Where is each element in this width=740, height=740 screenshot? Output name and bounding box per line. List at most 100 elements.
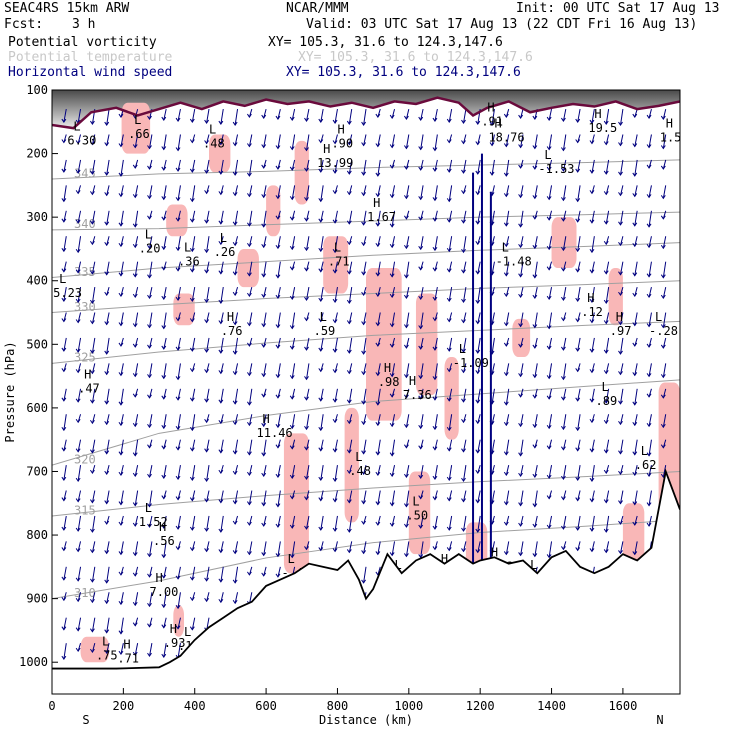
- wind-arrow: [206, 490, 210, 502]
- wind-arrow: [91, 541, 96, 553]
- wind-arrow-head: [432, 167, 438, 172]
- wind-arrow-head: [518, 144, 524, 149]
- wind-arrow-head: [247, 272, 252, 277]
- wind-arrow-head: [247, 571, 252, 576]
- wind-arrow-head: [318, 318, 324, 323]
- pv-extremum-kind: L: [320, 310, 327, 324]
- wind-arrow-head: [361, 350, 367, 355]
- pv-extremum-kind: L: [544, 148, 551, 162]
- wind-arrow: [463, 337, 467, 353]
- wind-arrow-head: [432, 217, 438, 222]
- wind-arrow: [505, 363, 510, 376]
- wind-arrow-head: [561, 346, 566, 351]
- wind-arrow: [463, 159, 467, 174]
- wind-arrow-head: [603, 220, 609, 225]
- wind-arrow: [648, 414, 652, 427]
- wind-arrow: [134, 414, 139, 427]
- wind-arrow-head: [175, 425, 181, 431]
- wind-arrow-head: [204, 597, 210, 603]
- wind-arrow-head: [418, 395, 424, 400]
- wind-arrow: [348, 490, 353, 503]
- wind-arrow-head: [532, 423, 538, 429]
- wind-arrow-head: [446, 426, 452, 432]
- wind-arrow: [134, 592, 139, 606]
- wind-arrow-head: [632, 113, 638, 118]
- wind-arrow: [634, 210, 638, 226]
- theta-label-310: 310: [74, 586, 96, 600]
- wind-arrow: [562, 159, 567, 172]
- wind-arrow: [377, 541, 381, 555]
- wind-arrow: [363, 541, 367, 554]
- wind-arrow-head: [75, 348, 81, 353]
- wind-arrow-head: [189, 247, 195, 253]
- wind-arrow-head: [304, 496, 309, 501]
- pv-extremum-kind: L: [184, 240, 191, 254]
- wind-arrow-head: [575, 547, 581, 552]
- wind-arrow-head: [161, 245, 167, 251]
- wind-arrow-head: [147, 623, 152, 628]
- wind-arrow-head: [475, 499, 481, 504]
- wind-arrow: [520, 541, 524, 556]
- wind-arrow: [234, 541, 239, 554]
- wind-arrow-head: [147, 473, 152, 479]
- wind-arrow: [320, 261, 324, 272]
- plot-frame: [51, 89, 681, 695]
- wind-arrow-head: [389, 164, 395, 169]
- wind-arrow: [320, 414, 324, 431]
- wind-arrow-head: [332, 190, 338, 195]
- wind-arrow: [648, 210, 652, 227]
- wind-arrow-head: [304, 525, 309, 530]
- wind-arrow-head: [132, 243, 138, 249]
- wind-arrow: [420, 312, 424, 329]
- wind-arrow: [191, 185, 196, 202]
- wind-arrow: [662, 134, 667, 149]
- wind-arrow: [63, 414, 67, 431]
- pv-extremum-kind: H: [155, 571, 162, 585]
- wind-arrow-head: [161, 474, 167, 480]
- wind-arrow: [263, 236, 267, 248]
- wind-arrow: [520, 236, 524, 248]
- wind-arrow: [477, 134, 481, 145]
- wind-arrow-head: [147, 444, 152, 449]
- pv-extremum-value: 1.67: [367, 210, 396, 224]
- wind-arrow-head: [561, 267, 566, 272]
- wind-arrow-head: [232, 142, 238, 147]
- pv-extremum-kind: L: [184, 625, 191, 639]
- wind-arrow-head: [232, 192, 238, 197]
- wind-arrow: [220, 261, 224, 274]
- wind-arrow: [420, 134, 424, 150]
- wind-arrow-head: [332, 498, 338, 503]
- wind-arrow-head: [589, 398, 595, 403]
- wind-arrow-head: [204, 219, 210, 224]
- wind-arrow: [120, 439, 124, 455]
- wind-arrow-head: [346, 399, 352, 404]
- wind-arrow-head: [175, 625, 181, 630]
- wind-arrow-head: [461, 448, 466, 453]
- wind-arrow: [106, 185, 110, 196]
- wind-arrow: [106, 490, 110, 504]
- wind-arrow: [106, 414, 110, 425]
- wind-arrow: [306, 287, 310, 301]
- wind-arrow: [463, 541, 467, 552]
- wind-arrow: [63, 465, 67, 481]
- pv-extremum: H1.67: [367, 196, 396, 224]
- wind-arrow: [291, 515, 296, 529]
- wind-arrow-head: [389, 452, 395, 457]
- wind-arrow-head: [289, 445, 295, 450]
- wind-arrow: [134, 541, 139, 556]
- wind-arrow: [562, 108, 567, 122]
- wind-arrow-head: [432, 425, 438, 431]
- wind-arrow-head: [90, 628, 95, 633]
- wind-arrow: [562, 363, 567, 380]
- wind-arrow: [591, 287, 595, 303]
- pv-region: [294, 140, 309, 205]
- wind-arrow: [149, 643, 153, 657]
- wind-arrow-head: [61, 596, 67, 602]
- pv-extremum-kind: H: [616, 310, 623, 324]
- wind-arrow-head: [90, 299, 95, 304]
- wind-arrow-head: [375, 342, 381, 347]
- wind-arrow-head: [132, 522, 138, 527]
- wind-arrow: [149, 541, 153, 557]
- wind-arrow: [91, 261, 96, 274]
- wind-arrow: [520, 439, 524, 456]
